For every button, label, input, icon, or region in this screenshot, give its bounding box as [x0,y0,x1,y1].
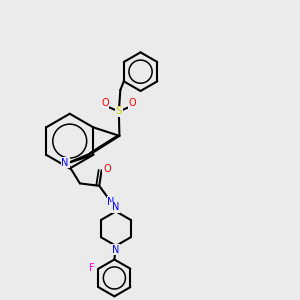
Text: N: N [112,202,120,212]
Text: S: S [116,106,122,116]
Text: O: O [101,98,109,108]
Text: O: O [129,98,136,108]
Text: N: N [107,196,115,206]
Text: O: O [103,164,111,174]
Text: N: N [61,158,69,168]
Text: N: N [112,245,120,255]
Text: F: F [89,262,95,272]
